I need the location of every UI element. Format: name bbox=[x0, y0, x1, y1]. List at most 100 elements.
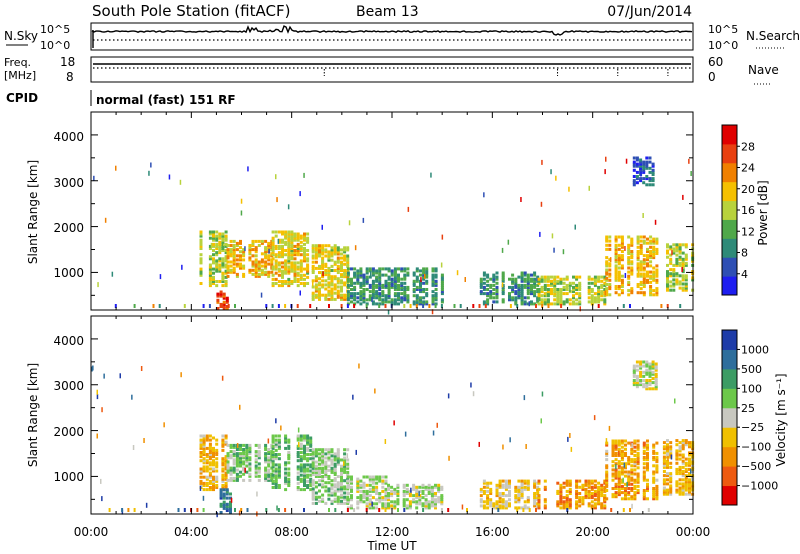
heatmap-cell bbox=[688, 443, 691, 447]
heatmap-cell bbox=[378, 273, 382, 277]
heatmap-cell bbox=[208, 473, 212, 477]
heatmap-cell bbox=[222, 294, 226, 298]
heatmap-cell bbox=[264, 262, 268, 266]
heatmap-cell bbox=[212, 249, 215, 252]
heatmap-cell bbox=[627, 493, 631, 497]
noise-panel-frame bbox=[90, 22, 694, 51]
heatmap-cell bbox=[533, 294, 537, 298]
heatmap-cell bbox=[636, 445, 640, 449]
heatmap-cell bbox=[314, 285, 318, 289]
heatmap-cell bbox=[635, 383, 639, 387]
heatmap-cell bbox=[615, 464, 617, 470]
heatmap-cell bbox=[608, 262, 612, 266]
heatmap-cell bbox=[649, 241, 653, 245]
heatmap-cell bbox=[632, 160, 636, 164]
heatmap-cell bbox=[630, 497, 634, 501]
heatmap-cell bbox=[346, 267, 350, 271]
heatmap-cell bbox=[333, 297, 337, 301]
heatmap-cell bbox=[284, 230, 288, 234]
heatmap-cell bbox=[624, 493, 627, 497]
heatmap-cell bbox=[284, 473, 288, 477]
heatmap-cell bbox=[495, 277, 499, 281]
heatmap-cell bbox=[306, 440, 310, 444]
heatmap-cell bbox=[486, 302, 490, 306]
heatmap-cell bbox=[224, 436, 228, 440]
heatmap-cell bbox=[530, 302, 533, 306]
heatmap-cell bbox=[287, 234, 291, 238]
heatmap-cell bbox=[218, 280, 222, 283]
heatmap-cell bbox=[356, 281, 360, 285]
heatmap-cell bbox=[684, 257, 688, 261]
heatmap-cell bbox=[597, 285, 601, 289]
heatmap-cell bbox=[639, 164, 643, 168]
heatmap-cell bbox=[311, 295, 315, 299]
heatmap-cell bbox=[520, 496, 524, 500]
heatmap-cell bbox=[678, 486, 682, 490]
heatmap-cell bbox=[614, 247, 618, 251]
heatmap-cell bbox=[614, 260, 618, 264]
heatmap-cell bbox=[242, 466, 246, 470]
heatmap-cell bbox=[254, 250, 258, 254]
x-tick-label: 08:00 bbox=[274, 525, 309, 539]
heatmap-cell bbox=[303, 232, 306, 236]
x-tick-label: 16:00 bbox=[475, 525, 510, 539]
heatmap-cell bbox=[651, 164, 655, 168]
heatmap-cell bbox=[681, 439, 685, 443]
heatmap-cell bbox=[264, 250, 268, 254]
heatmap-cell bbox=[242, 468, 246, 472]
heatmap-cell bbox=[669, 280, 673, 284]
heatmap-cell bbox=[267, 270, 271, 274]
heatmap-cell bbox=[381, 302, 385, 306]
heatmap-cell bbox=[267, 464, 271, 468]
colorbar-swatch bbox=[722, 427, 737, 448]
heatmap-cell bbox=[530, 292, 533, 296]
heatmap-cell bbox=[365, 498, 369, 502]
heatmap-cell bbox=[666, 249, 669, 253]
heatmap-cell bbox=[309, 469, 313, 473]
heatmap-cell bbox=[199, 444, 203, 448]
heatmap-cell bbox=[343, 256, 347, 260]
heatmap-cell bbox=[248, 458, 252, 462]
heatmap-cell bbox=[559, 492, 563, 495]
heatmap-cell bbox=[264, 478, 268, 482]
heatmap-cell bbox=[287, 249, 291, 252]
heatmap-cell bbox=[639, 268, 643, 272]
heatmap-cell bbox=[662, 459, 666, 463]
heatmap-cell bbox=[556, 281, 560, 285]
heatmap-cell bbox=[617, 278, 621, 282]
heatmap-cell bbox=[343, 464, 347, 468]
heatmap-cell bbox=[287, 240, 291, 244]
heatmap-cell bbox=[239, 456, 242, 460]
heatmap-cell bbox=[324, 250, 328, 254]
heatmap-cell bbox=[318, 495, 321, 499]
heatmap-cell bbox=[330, 479, 334, 483]
heatmap-cell bbox=[327, 489, 331, 493]
heatmap-cell bbox=[390, 273, 394, 277]
heatmap-cell bbox=[559, 292, 563, 296]
heatmap-cell bbox=[199, 453, 203, 456]
heatmap-cell bbox=[330, 287, 334, 291]
heatmap-cell bbox=[306, 457, 310, 461]
heatmap-cell bbox=[260, 239, 264, 243]
heatmap-cell bbox=[215, 465, 219, 469]
heatmap-cell bbox=[526, 292, 530, 296]
colorbar-swatch bbox=[722, 485, 737, 506]
heatmap-cell bbox=[284, 481, 288, 485]
heatmap-cell bbox=[666, 270, 669, 274]
heatmap-cell bbox=[611, 449, 615, 453]
heatmap-cell bbox=[614, 285, 618, 288]
heatmap-cell bbox=[321, 279, 325, 283]
heatmap-cell bbox=[318, 266, 321, 270]
heatmap-cell bbox=[565, 292, 569, 296]
colorbar-swatch bbox=[722, 162, 737, 183]
heatmap-cell bbox=[290, 240, 294, 244]
heatmap-cell bbox=[630, 272, 634, 276]
heatmap-cell bbox=[303, 473, 306, 477]
heatmap-cell bbox=[546, 294, 550, 298]
heatmap-cell bbox=[431, 302, 435, 306]
heatmap-cell bbox=[264, 458, 268, 462]
heatmap-cell bbox=[232, 476, 236, 480]
heatmap-cell bbox=[277, 463, 281, 467]
heatmap-cell bbox=[365, 492, 369, 495]
heatmap-cell bbox=[520, 277, 524, 281]
